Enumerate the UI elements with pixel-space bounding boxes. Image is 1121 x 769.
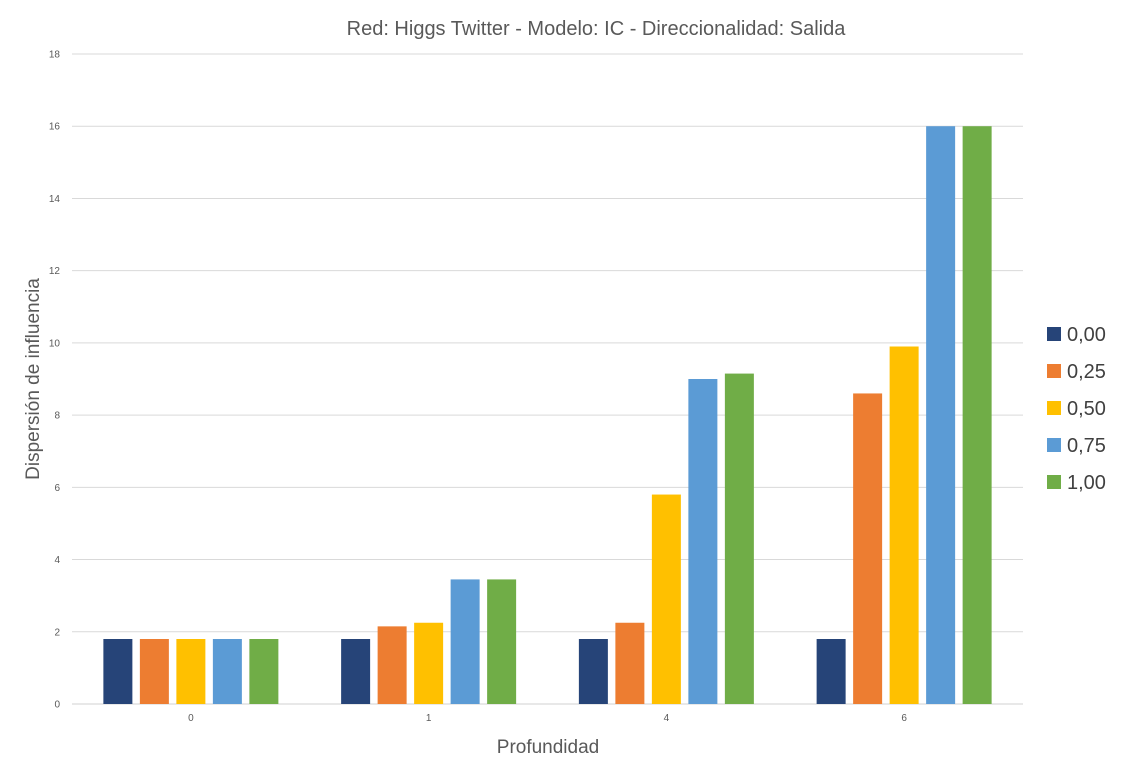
legend-label: 0,25 bbox=[1067, 361, 1106, 383]
legend-swatch bbox=[1047, 327, 1061, 341]
bar-0-75-cat-4 bbox=[688, 379, 718, 704]
legend-label: 0,00 bbox=[1067, 324, 1106, 346]
x-axis-ticks: 0 1 4 6 bbox=[188, 713, 907, 724]
y-tick-label: 8 bbox=[54, 411, 60, 422]
bar-0-75-cat-1 bbox=[450, 579, 480, 704]
x-tick-label: 1 bbox=[426, 713, 432, 724]
x-axis-label: Profundidad bbox=[497, 737, 599, 758]
legend-swatch bbox=[1047, 401, 1061, 415]
x-tick-label: 0 bbox=[188, 713, 194, 724]
y-tick-label: 10 bbox=[49, 338, 61, 349]
y-tick-label: 12 bbox=[49, 266, 61, 277]
bar-1-00-cat-4 bbox=[724, 373, 754, 704]
bar-0-25-cat-0 bbox=[139, 639, 169, 704]
bar-0-00-cat-1 bbox=[341, 639, 371, 704]
legend-swatch bbox=[1047, 364, 1061, 378]
gridlines bbox=[72, 53, 1023, 705]
legend-label: 1,00 bbox=[1067, 472, 1106, 494]
chart-title: Red: Higgs Twitter - Modelo: IC - Direcc… bbox=[347, 18, 847, 40]
legend-swatch bbox=[1047, 475, 1061, 489]
y-tick-label: 4 bbox=[54, 555, 60, 566]
bar-0-00-cat-4 bbox=[578, 639, 608, 704]
y-tick-label: 2 bbox=[54, 627, 60, 638]
bar-1-00-cat-1 bbox=[487, 579, 517, 704]
y-tick-label: 0 bbox=[54, 700, 60, 711]
bar-1-00-cat-0 bbox=[249, 639, 279, 704]
x-tick-label: 4 bbox=[664, 713, 670, 724]
y-tick-label: 18 bbox=[49, 50, 61, 61]
y-axis-ticks: 0 2 4 6 8 10 12 14 16 18 bbox=[49, 50, 61, 711]
bars bbox=[103, 126, 992, 704]
bar-0-50-cat-1 bbox=[414, 622, 444, 704]
bar-0-25-cat-6 bbox=[853, 393, 883, 704]
bar-0-50-cat-4 bbox=[651, 494, 681, 704]
bar-0-50-cat-0 bbox=[176, 639, 206, 704]
bar-0-00-cat-6 bbox=[816, 639, 846, 704]
bar-0-25-cat-4 bbox=[615, 622, 645, 704]
bar-0-50-cat-6 bbox=[889, 346, 919, 704]
x-tick-label: 6 bbox=[901, 713, 907, 724]
bar-0-25-cat-1 bbox=[377, 626, 407, 704]
bar-0-75-cat-6 bbox=[926, 126, 956, 704]
legend: 0,00 0,25 0,50 0,75 1,00 bbox=[1047, 324, 1106, 494]
bar-0-00-cat-0 bbox=[103, 639, 133, 704]
y-tick-label: 6 bbox=[54, 483, 60, 494]
legend-label: 0,75 bbox=[1067, 435, 1106, 457]
y-tick-label: 16 bbox=[49, 122, 61, 133]
y-tick-label: 14 bbox=[49, 194, 61, 205]
legend-swatch bbox=[1047, 438, 1061, 452]
y-axis-label: Dispersión de influencia bbox=[23, 278, 44, 480]
bar-0-75-cat-0 bbox=[212, 639, 242, 704]
legend-label: 0,50 bbox=[1067, 398, 1106, 420]
bar-1-00-cat-6 bbox=[962, 126, 992, 704]
